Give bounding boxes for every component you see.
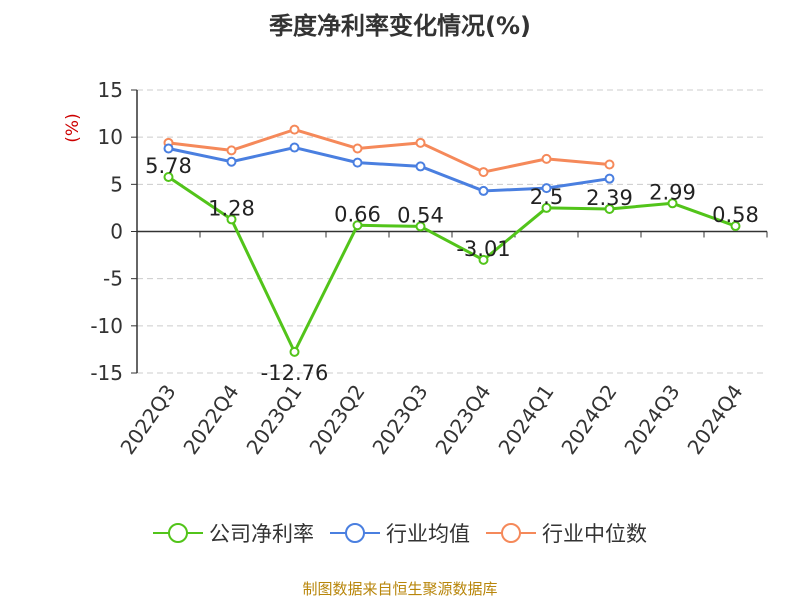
data-label: 2.39 xyxy=(586,186,633,210)
data-point xyxy=(289,346,300,357)
legend-item[interactable]: 行业均值 xyxy=(330,518,470,548)
data-point xyxy=(478,185,489,196)
legend-label: 公司净利率 xyxy=(209,522,314,546)
y-tick-label: -5 xyxy=(103,267,123,291)
data-point xyxy=(352,220,363,231)
x-tick-label: 2024Q1 xyxy=(493,380,558,459)
data-point xyxy=(604,203,615,214)
data-point xyxy=(541,153,552,164)
legend-item[interactable]: 公司净利率 xyxy=(153,518,314,548)
data-point xyxy=(541,202,552,213)
series-line xyxy=(167,175,737,354)
legend-swatch xyxy=(153,523,203,543)
x-tick-label: 2022Q4 xyxy=(178,380,243,459)
data-point xyxy=(226,156,237,167)
data-label: 1.28 xyxy=(208,196,255,220)
data-point xyxy=(352,143,363,154)
data-point xyxy=(289,124,300,135)
axes: 151050-5-10-15(%)2022Q32022Q42023Q12023Q… xyxy=(63,78,768,459)
y-axis-label: (%) xyxy=(63,113,83,142)
data-point xyxy=(730,221,741,232)
data-point xyxy=(667,198,678,209)
data-point xyxy=(541,183,552,194)
legend-item[interactable]: 行业中位数 xyxy=(486,518,647,548)
data-point xyxy=(604,159,615,170)
x-tick-label: 2024Q2 xyxy=(556,380,621,459)
data-point xyxy=(163,143,174,154)
series-lines xyxy=(163,124,741,357)
data-point xyxy=(415,161,426,172)
data-point xyxy=(415,137,426,148)
x-tick-label: 2024Q4 xyxy=(682,380,747,459)
data-point xyxy=(604,173,615,184)
data-label: 2.5 xyxy=(530,185,563,209)
x-tick-label: 2023Q4 xyxy=(430,380,495,459)
data-label: -12.76 xyxy=(261,361,329,385)
y-tick-label: 10 xyxy=(98,125,123,149)
data-label: 0.58 xyxy=(712,203,759,227)
data-point xyxy=(289,142,300,153)
data-point xyxy=(163,171,174,182)
legend-swatch xyxy=(486,523,536,543)
data-point xyxy=(226,145,237,156)
data-label: -3.01 xyxy=(456,237,510,261)
data-point xyxy=(478,167,489,178)
data-point xyxy=(352,157,363,168)
series-line xyxy=(168,146,610,193)
legend-swatch xyxy=(330,523,380,543)
x-tick-label: 2024Q3 xyxy=(619,380,684,459)
data-point xyxy=(478,254,489,265)
x-tick-label: 2023Q2 xyxy=(304,380,369,459)
legend-label: 行业中位数 xyxy=(542,522,647,546)
y-tick-label: 0 xyxy=(110,220,123,244)
data-label: 5.78 xyxy=(145,154,192,178)
data-labels: 5.78 1.28 -12.76 0.66 0.54 -3.01 2.5 2.39 2.99 0.… xyxy=(145,154,759,385)
y-tick-label: -15 xyxy=(90,361,123,385)
x-tick-label: 2023Q1 xyxy=(241,380,306,459)
y-tick-label: 5 xyxy=(110,172,123,196)
legend: 公司净利率 行业均值 行业中位数 xyxy=(0,518,800,548)
data-point xyxy=(415,221,426,232)
x-tick-label: 2023Q3 xyxy=(367,380,432,459)
y-tick-label: 15 xyxy=(98,78,123,102)
data-label: 0.66 xyxy=(334,202,381,226)
grid-lines xyxy=(137,89,767,374)
source-note: 制图数据来自恒生聚源数据库 xyxy=(302,580,498,598)
legend-label: 行业均值 xyxy=(386,522,470,546)
x-tick-label: 2022Q3 xyxy=(115,380,180,459)
y-tick-label: -10 xyxy=(90,314,123,338)
data-point xyxy=(226,214,237,225)
data-label: 2.99 xyxy=(649,180,696,204)
chart-title: 季度净利率变化情况(%) xyxy=(269,12,531,40)
series-line xyxy=(168,128,610,174)
data-label: 0.54 xyxy=(397,203,444,227)
